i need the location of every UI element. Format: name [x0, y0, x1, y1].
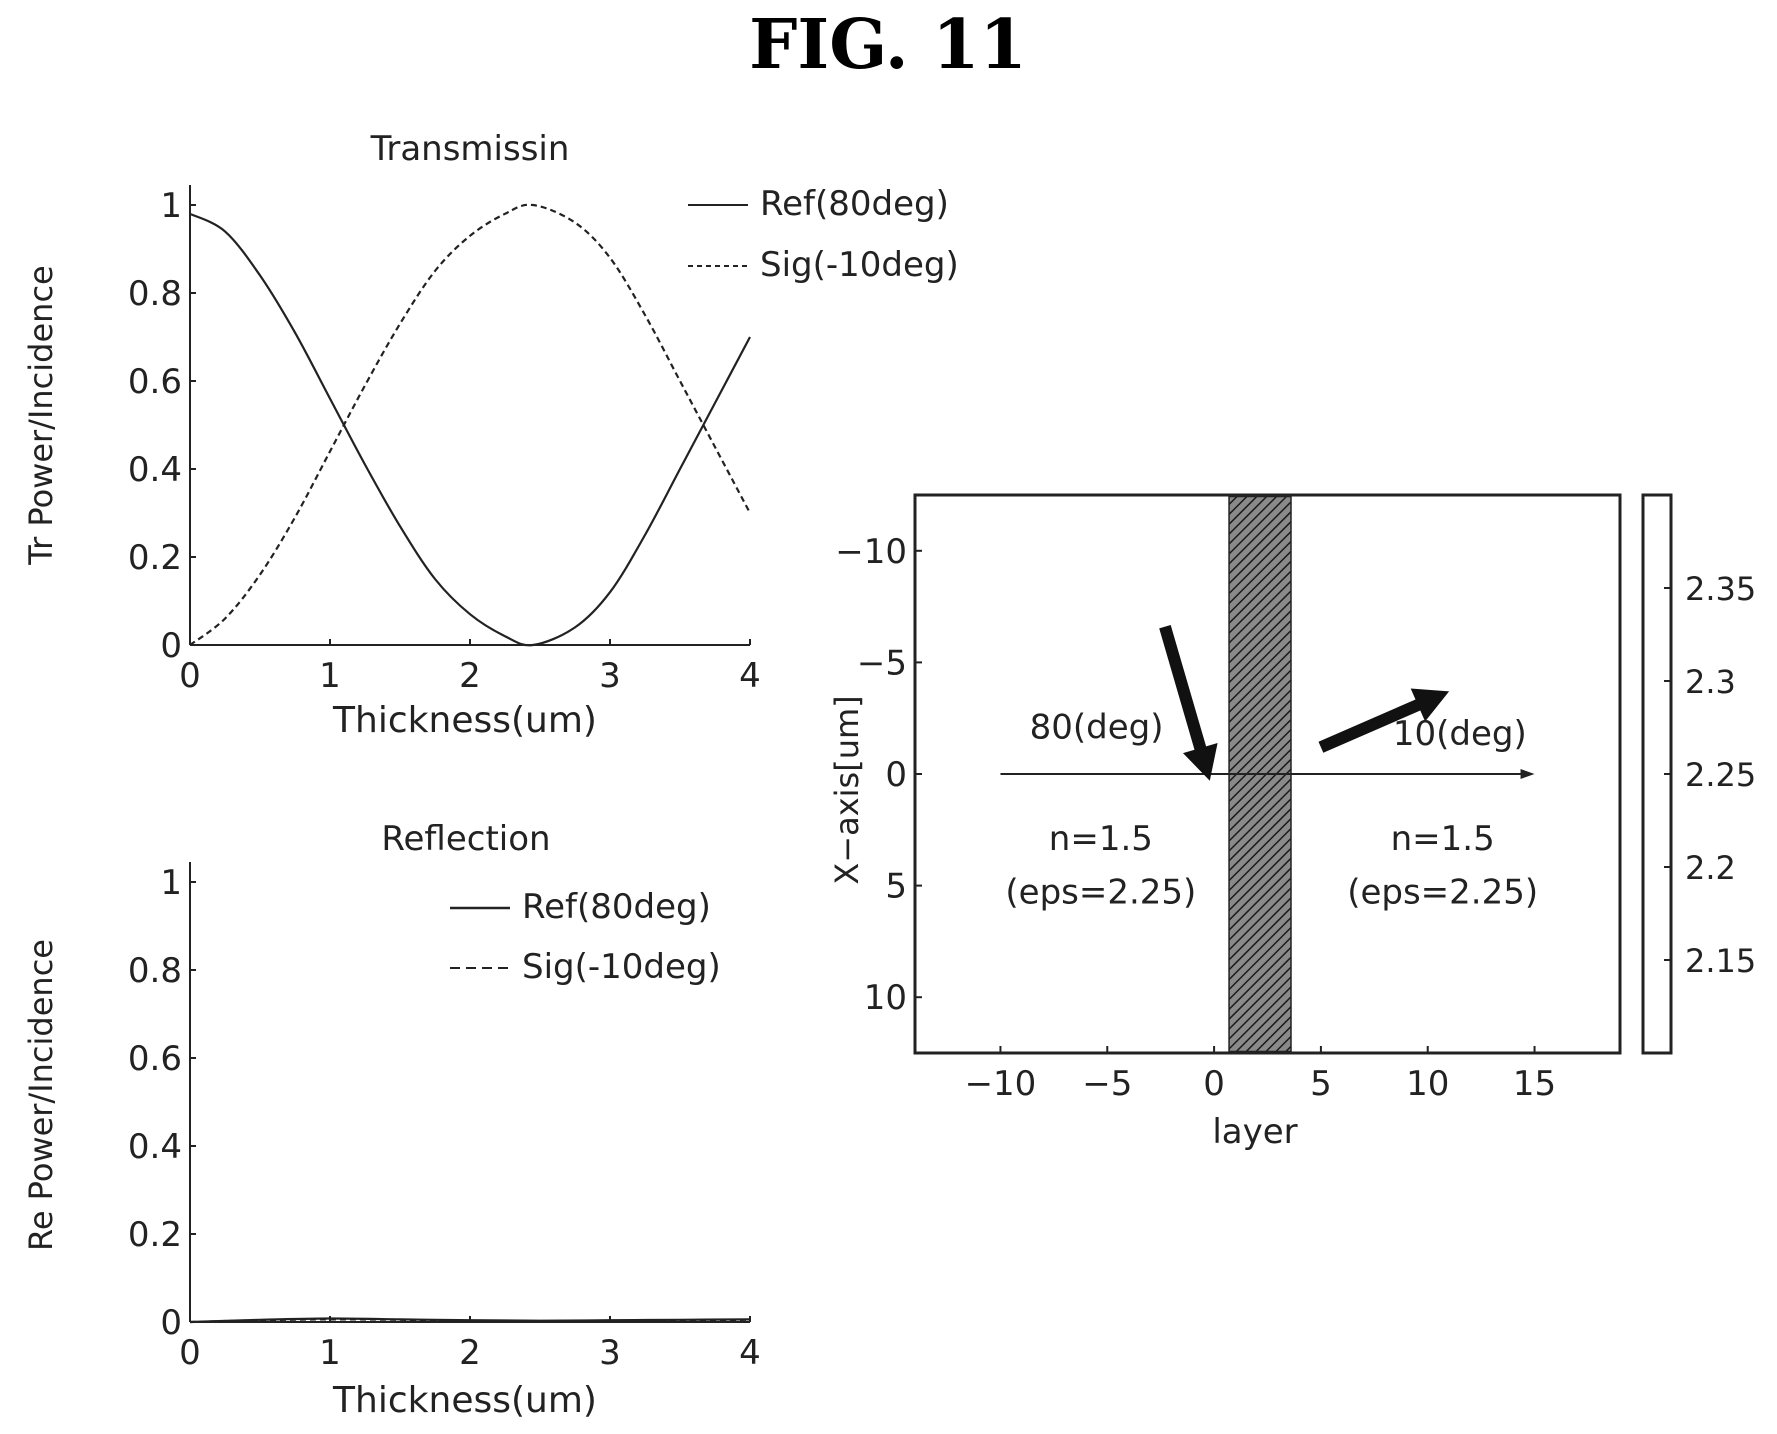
layer-map-x-label: layer: [1212, 1112, 1297, 1152]
reflection-ytick-label: 0.6: [128, 1039, 182, 1079]
colorbar-tick-label: 2.3: [1685, 663, 1736, 701]
output-angle-label: 10(deg): [1393, 714, 1527, 754]
transmission-series-ref-line: [189, 212, 751, 647]
layer-map-xtick-label: −5: [1082, 1064, 1132, 1104]
transmission-legend-ref: Ref(80deg): [760, 184, 949, 224]
reflection-ytick-label: 0.8: [128, 951, 182, 991]
reflection-ytick-label: 1: [160, 863, 182, 903]
incident-arrow: [1159, 625, 1218, 781]
transmission-x-label: Thickness(um): [332, 700, 597, 741]
transmission-xtick-label: 0: [179, 656, 201, 696]
transmission-xtick-label: 4: [739, 656, 761, 696]
region-eps-label: (eps=2.25): [1347, 872, 1538, 912]
transmission-title: Transmissin: [370, 129, 570, 169]
reflection-legend-sig: Sig(-10deg): [522, 947, 721, 987]
layer-map-xtick-label: −10: [965, 1064, 1037, 1104]
propagation-axis-arrowhead: [1520, 769, 1535, 779]
region-eps-label: (eps=2.25): [1005, 872, 1196, 912]
transmission-xtick-label: 1: [319, 656, 341, 696]
reflection-ytick-label: 0.2: [128, 1215, 182, 1255]
colorbar-tick-label: 2.25: [1685, 756, 1756, 794]
layer-map: 80(deg) 10(deg) n=1.5 (eps=2.25) n=1.5 (eps=…: [828, 493, 1756, 1152]
transmission-chart: Transmissin Tr Power/Incidence Thickness…: [22, 129, 959, 741]
reflection-y-label: Re Power/Incidence: [22, 939, 60, 1251]
region-index-label: n=1.5: [1049, 819, 1153, 859]
transmission-xtick-label: 3: [599, 656, 621, 696]
reflection-ytick-label: 0: [160, 1303, 182, 1343]
layer-map-ytick-label: −10: [835, 532, 907, 572]
layer-map-y-label: X−axis[um]: [828, 695, 866, 884]
layer-map-ytick-label: 5: [885, 867, 907, 907]
reflection-xtick-label: 4: [739, 1333, 761, 1373]
reflection-series-sig-line: [189, 1318, 751, 1324]
transmission-ytick-label: 0.8: [128, 274, 182, 314]
reflection-legend-ref: Ref(80deg): [522, 887, 711, 927]
reflection-xtick-label: 2: [459, 1333, 481, 1373]
region-index-label: n=1.5: [1391, 819, 1495, 859]
transmission-ytick-label: 0.2: [128, 538, 182, 578]
incident-angle-label: 80(deg): [1030, 707, 1164, 747]
figure-title: FIG. 11: [749, 5, 1027, 85]
transmission-ytick-label: 0.4: [128, 450, 182, 490]
transmission-y-label: Tr Power/Incidence: [22, 265, 60, 565]
reflection-x-label: Thickness(um): [332, 1380, 597, 1421]
layer-map-ytick-label: −5: [857, 643, 907, 683]
transmission-ytick-label: 0.6: [128, 362, 182, 402]
reflection-xtick-label: 1: [319, 1333, 341, 1373]
reflection-xtick-label: 3: [599, 1333, 621, 1373]
transmission-xtick-label: 2: [459, 656, 481, 696]
transmission-ytick-label: 0: [160, 626, 182, 666]
transmission-legend-sig: Sig(-10deg): [760, 245, 959, 285]
output-arrow: [1318, 688, 1450, 753]
reflection-ytick-label: 0.4: [128, 1127, 182, 1167]
layer-map-ytick-label: 10: [864, 978, 907, 1018]
colorbar-tick-label: 2.15: [1685, 942, 1756, 980]
reflection-chart: Reflection Re Power/Incidence Thickness(…: [22, 819, 761, 1421]
transmission-ytick-label: 1: [160, 186, 182, 226]
colorbar-tick-label: 2.35: [1685, 570, 1756, 608]
transmission-series-sig-line: [189, 203, 751, 646]
reflection-title: Reflection: [381, 819, 550, 859]
layer-map-xtick-label: 5: [1310, 1064, 1332, 1104]
layer-map-ytick-label: 0: [885, 755, 907, 795]
layer-map-xtick-label: 15: [1513, 1064, 1556, 1104]
layer-map-xtick-label: 0: [1203, 1064, 1225, 1104]
colorbar-tick-label: 2.2: [1685, 849, 1736, 887]
layer-map-xtick-label: 10: [1406, 1064, 1449, 1104]
reflection-xtick-label: 0: [179, 1333, 201, 1373]
